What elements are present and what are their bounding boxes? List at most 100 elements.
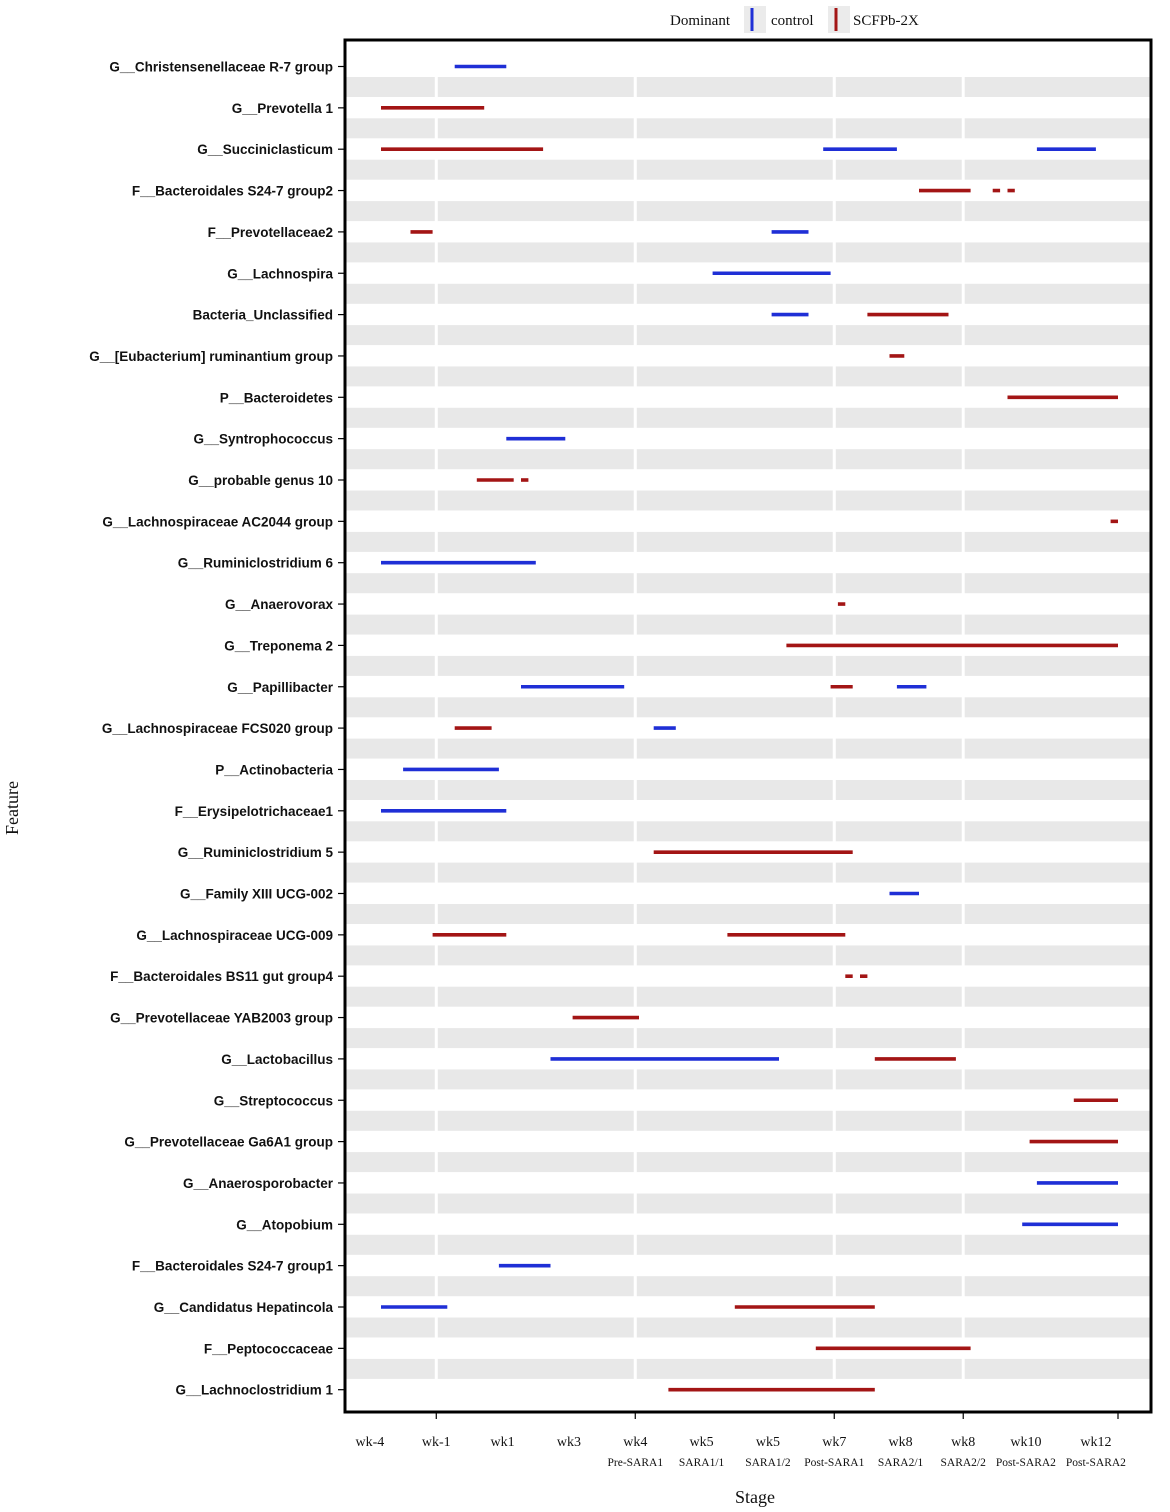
feature-label: G__Syntrophococcus [193,432,333,447]
row-band [345,159,1151,180]
row-band [345,283,1151,304]
row-band [345,1358,1151,1379]
x-axis-ticks: wk-4 wk-1 wk1 wk3 wk4 Pre-SARA1 wk5 SARA1/1 wk5 S… [356,1412,1126,1469]
feature-label: G__Prevotella 1 [232,101,334,116]
row-band [345,366,1151,387]
row-band [345,1069,1151,1090]
row-band [345,1276,1151,1297]
row-band [345,77,1151,97]
feature-label: G__Lachnospira [227,266,333,281]
feature-label: G__Lachnospiraceae UCG-009 [136,928,333,943]
row-band [345,1317,1151,1338]
feature-label: G__Lachnospiraceae FCS020 group [102,721,333,736]
x-tick-label: wk8 [951,1435,975,1450]
vertical-gridlines [434,40,965,1412]
feature-label: G__Atopobium [236,1217,333,1232]
legend: Dominant control SCFPb-2X [670,6,919,33]
feature-label: G__probable genus 10 [188,473,333,488]
row-band [345,738,1151,759]
x-tick-label: wk5 [690,1435,714,1450]
row-band [345,1028,1151,1049]
x-tick-label: wk5 [756,1435,780,1450]
feature-label: G__Treponema 2 [224,638,333,653]
row-band [345,1110,1151,1131]
legend-label-control: control [771,13,814,29]
x-axis-title: Stage [735,1487,775,1507]
feature-label: G__Streptococcus [214,1093,333,1108]
feature-label: G__Papillibacter [227,680,334,695]
feature-label: G__Family XIII UCG-002 [180,887,333,902]
dominance-segments [381,64,1118,1392]
row-band [345,945,1151,966]
row-band [345,531,1151,552]
feature-label: G__Ruminiclostridium 5 [178,845,334,860]
x-tick-phase-label: Post-SARA1 [804,1457,864,1469]
feature-label: G__Lactobacillus [221,1052,333,1067]
feature-label: P__Bacteroidetes [220,390,333,405]
feature-label: G__Anaerosporobacter [183,1176,334,1191]
row-band [345,614,1151,635]
row-band [345,1234,1151,1255]
row-band [345,697,1151,718]
row-band [345,201,1151,222]
x-tick-phase-label: SARA2/2 [941,1457,987,1469]
feature-label: G__Candidatus Hepatincola [154,1300,334,1315]
x-tick-label: wk1 [491,1435,515,1450]
feature-label: F__Prevotellaceae2 [208,225,333,240]
row-band [345,325,1151,346]
feature-label: G__Ruminiclostridium 6 [178,556,334,571]
feature-labels: G__Christensenellaceae R-7 group G__Prevo… [89,60,345,1398]
x-tick-label: wk-1 [422,1435,451,1450]
feature-label: Bacteria_Unclassified [193,308,333,323]
feature-label: G__Prevotellaceae YAB2003 group [110,1011,333,1026]
x-tick-label: wk10 [1010,1435,1041,1450]
x-tick-phase-label: SARA1/2 [745,1457,791,1469]
feature-label: G__[Eubacterium] ruminantium group [89,349,333,364]
row-band [345,407,1151,428]
x-tick-phase-label: Pre-SARA1 [608,1457,664,1469]
row-band [345,780,1151,800]
plot-frame [343,38,1153,1414]
x-tick-label: wk-4 [356,1435,385,1450]
feature-label: G__Succiniclasticum [197,142,333,157]
x-tick-label: wk8 [889,1435,913,1450]
row-band [345,573,1151,594]
legend-title: Dominant [670,13,731,29]
legend-label-scfpb-2x: SCFPb-2X [853,13,919,29]
row-band [345,118,1151,139]
feature-label: F__Bacteroidales S24-7 group1 [132,1259,334,1274]
row-band [345,1193,1151,1214]
feature-label: G__Christensenellaceae R-7 group [109,60,333,75]
feature-label: G__Lachnospiraceae AC2044 group [102,514,333,529]
x-tick-phase-label: Post-SARA2 [1066,1457,1126,1469]
row-band [345,986,1151,1007]
row-band [345,242,1151,263]
feature-label: G__Anaerovorax [225,597,334,612]
feature-label: F__Peptococcaceae [204,1341,334,1356]
feature-label: G__Lachnoclostridium 1 [175,1383,333,1398]
legend-key-control-bg [744,6,766,33]
row-band [345,904,1151,924]
y-axis-title: Feature [2,781,22,835]
feature-label: P__Actinobacteria [215,763,333,778]
row-band [345,490,1151,511]
x-tick-phase-label: Post-SARA2 [996,1457,1056,1469]
feature-label: F__Bacteroidales S24-7 group2 [132,184,333,199]
x-tick-label: wk7 [822,1435,846,1450]
feature-label: F__Bacteroidales BS11 gut group4 [110,969,333,984]
row-band [345,449,1151,470]
feature-label: F__Erysipelotrichaceae1 [175,804,334,819]
row-band [345,1152,1151,1173]
x-tick-label: wk4 [623,1435,647,1450]
x-tick-phase-label: SARA2/1 [878,1457,924,1469]
feature-label: G__Prevotellaceae Ga6A1 group [124,1135,333,1150]
row-band [345,862,1151,883]
x-tick-label: wk12 [1080,1435,1111,1450]
legend-key-scfpb-bg [828,6,850,33]
x-tick-phase-label: SARA1/1 [679,1457,725,1469]
row-band [345,821,1151,842]
row-band [345,655,1151,676]
row-bands [345,77,1151,1379]
x-tick-label: wk3 [557,1435,581,1450]
